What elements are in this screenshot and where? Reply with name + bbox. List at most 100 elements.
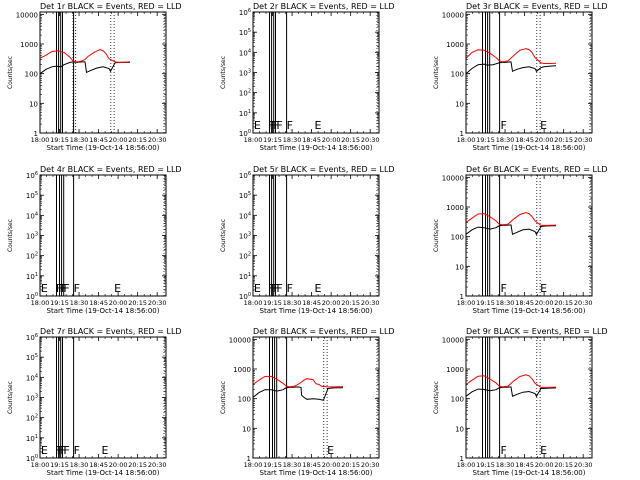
x-axis-label: Start Time (19-Oct-14 18:56:00) bbox=[47, 144, 160, 152]
y-tick-label: 10000 bbox=[229, 336, 251, 344]
flag-label: F bbox=[63, 444, 69, 457]
plot-frame bbox=[465, 174, 593, 297]
x-tick-label: 20:00 bbox=[535, 461, 554, 469]
lld-series-line bbox=[39, 49, 131, 63]
x-axis-label: Start Time (19-Oct-14 18:56:00) bbox=[47, 307, 160, 315]
y-tick-label: 100 bbox=[451, 71, 464, 79]
plot-frame bbox=[39, 11, 167, 134]
y-tick-label: 10000 bbox=[16, 11, 38, 19]
x-tick-label: 18:00 bbox=[31, 136, 50, 144]
flag-label: F bbox=[501, 444, 507, 457]
y-tick-label: 106 bbox=[239, 8, 251, 17]
plot-frame bbox=[465, 11, 593, 134]
x-tick-label: 20:00 bbox=[322, 461, 341, 469]
y-tick-label: 106 bbox=[26, 171, 38, 180]
x-tick-label: 18:45 bbox=[89, 299, 108, 307]
y-tick-label: 104 bbox=[239, 211, 251, 220]
x-axis-label: Start Time (19-Oct-14 18:56:00) bbox=[47, 469, 160, 477]
x-tick-label: 19:15 bbox=[50, 299, 69, 307]
x-tick-label: 20:30 bbox=[574, 299, 593, 307]
x-tick-label: 20:15 bbox=[128, 136, 147, 144]
flag-label: F bbox=[58, 282, 64, 295]
x-tick-label: 19:15 bbox=[50, 136, 69, 144]
x-tick-label: 18:00 bbox=[244, 461, 263, 469]
y-tick-label: 106 bbox=[26, 333, 38, 342]
y-tick-label: 101 bbox=[239, 272, 251, 281]
x-tick-label: 20:00 bbox=[109, 299, 128, 307]
x-tick-label: 18:30 bbox=[496, 461, 515, 469]
y-tick-label: 10 bbox=[455, 425, 464, 433]
y-axis-label: Counts/sec bbox=[7, 381, 14, 414]
x-axis-label: Start Time (19-Oct-14 18:56:00) bbox=[260, 469, 373, 477]
y-tick-label: 102 bbox=[239, 252, 251, 261]
x-tick-label: 20:30 bbox=[148, 299, 167, 307]
y-tick-label: 103 bbox=[239, 232, 251, 241]
y-tick-label: 101 bbox=[239, 109, 251, 118]
y-tick-label: 1000 bbox=[446, 366, 464, 374]
y-tick-label: 103 bbox=[26, 394, 38, 403]
y-tick-label: 105 bbox=[26, 191, 38, 200]
y-tick-label: 10 bbox=[242, 425, 251, 433]
x-axis-label: Start Time (19-Oct-14 18:56:00) bbox=[260, 307, 373, 315]
y-tick-label: 100 bbox=[26, 454, 38, 463]
y-tick-label: 100 bbox=[26, 292, 38, 301]
y-tick-label: 101 bbox=[26, 434, 38, 443]
y-tick-label: 1000 bbox=[20, 41, 38, 49]
x-tick-label: 20:15 bbox=[554, 461, 573, 469]
x-tick-label: 20:00 bbox=[535, 136, 554, 144]
y-tick-label: 10000 bbox=[442, 336, 464, 344]
flag-label: F bbox=[271, 119, 277, 132]
panel-det-4: Det 4r BLACK = Events, RED = LLD Counts/s… bbox=[7, 165, 182, 315]
x-tick-label: 18:00 bbox=[31, 299, 50, 307]
y-tick-label: 100 bbox=[451, 234, 464, 242]
flag-label: E bbox=[540, 444, 547, 457]
y-tick-label: 104 bbox=[239, 48, 251, 57]
panel-title: Det 5r BLACK = Events, RED = LLD bbox=[253, 165, 395, 174]
x-tick-label: 20:30 bbox=[361, 299, 380, 307]
flag-label: F bbox=[56, 282, 62, 295]
flag-label: F bbox=[276, 119, 282, 132]
flag-label: F bbox=[74, 444, 80, 457]
flag-label: F bbox=[63, 282, 69, 295]
flag-label: E bbox=[327, 444, 334, 457]
x-tick-label: 20:15 bbox=[554, 136, 573, 144]
x-tick-label: 20:30 bbox=[361, 136, 380, 144]
lld-series-line bbox=[465, 374, 557, 388]
flag-label: F bbox=[276, 282, 282, 295]
x-tick-label: 18:30 bbox=[496, 136, 515, 144]
panel-det-6: Det 6r BLACK = Events, RED = LLD Counts/s… bbox=[433, 165, 608, 315]
y-tick-label: 10000 bbox=[442, 11, 464, 19]
x-axis-label: Start Time (19-Oct-14 18:56:00) bbox=[473, 307, 586, 315]
y-tick-label: 1000 bbox=[233, 366, 251, 374]
panel-det-5: Det 5r BLACK = Events, RED = LLD Counts/s… bbox=[220, 165, 395, 315]
y-tick-label: 1000 bbox=[446, 41, 464, 49]
y-tick-label: 104 bbox=[26, 211, 38, 220]
y-tick-label: 102 bbox=[26, 414, 38, 423]
y-tick-label: 100 bbox=[239, 292, 251, 301]
x-tick-label: 18:30 bbox=[496, 299, 515, 307]
x-tick-label: 18:45 bbox=[515, 136, 534, 144]
x-tick-label: 18:45 bbox=[89, 461, 108, 469]
panel-title: Det 7r BLACK = Events, RED = LLD bbox=[40, 327, 182, 336]
flag-label: E bbox=[540, 119, 547, 132]
x-tick-label: 19:15 bbox=[476, 299, 495, 307]
plot-frame bbox=[252, 11, 380, 134]
x-tick-label: 20:00 bbox=[109, 136, 128, 144]
x-tick-label: 19:15 bbox=[476, 461, 495, 469]
x-tick-label: 18:30 bbox=[70, 299, 89, 307]
y-tick-label: 100 bbox=[238, 396, 251, 404]
flag-label: E bbox=[102, 444, 109, 457]
plot-frame bbox=[465, 336, 593, 459]
flag-label: E bbox=[540, 282, 547, 295]
flag-label: E bbox=[315, 282, 322, 295]
plot-frame bbox=[252, 174, 380, 297]
x-tick-label: 18:45 bbox=[302, 299, 321, 307]
flag-label: E bbox=[254, 282, 261, 295]
x-tick-label: 19:15 bbox=[263, 299, 282, 307]
flag-label: F bbox=[58, 444, 64, 457]
flag-label: F bbox=[273, 282, 279, 295]
panel-title: Det 3r BLACK = Events, RED = LLD bbox=[466, 2, 608, 11]
x-axis-label: Start Time (19-Oct-14 18:56:00) bbox=[473, 469, 586, 477]
lld-series-line bbox=[252, 375, 344, 388]
